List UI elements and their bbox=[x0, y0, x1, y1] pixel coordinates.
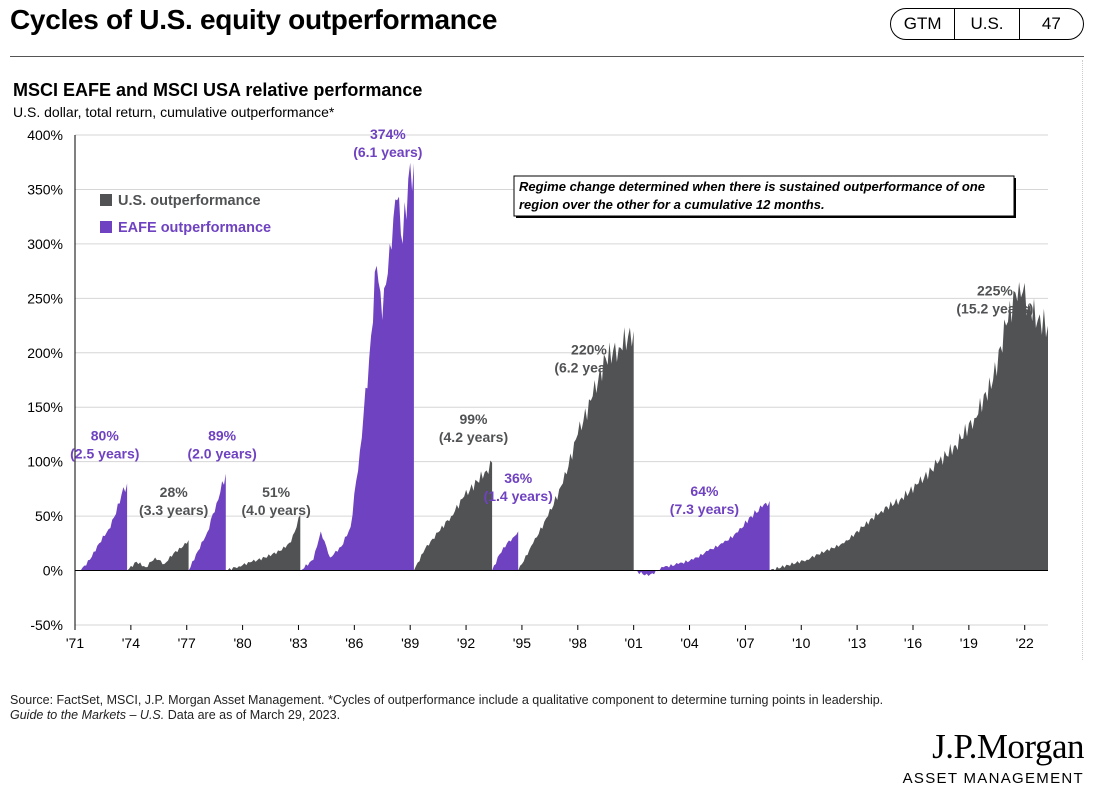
cycle-label-years: (6.1 years) bbox=[353, 144, 422, 160]
jpmorgan-logo: J.P.Morgan ASSET MANAGEMENT bbox=[900, 727, 1085, 788]
y-tick-label: 0% bbox=[43, 563, 63, 579]
guide-title: Guide to the Markets – U.S. bbox=[10, 708, 165, 722]
cycle-label-pct: 89% bbox=[208, 427, 237, 443]
edge-dotted-line bbox=[1082, 60, 1083, 660]
x-tick-label: '86 bbox=[345, 635, 363, 651]
us-outperformance-area bbox=[127, 540, 189, 571]
y-tick-label: 250% bbox=[27, 290, 63, 306]
logo-subtitle: ASSET MANAGEMENT bbox=[902, 770, 1084, 787]
legend-label: U.S. outperformance bbox=[118, 193, 261, 209]
eafe-outperformance-area bbox=[80, 483, 128, 571]
tag-gtm: GTM bbox=[891, 9, 956, 39]
cycle-label-years: (1.4 years) bbox=[484, 488, 553, 504]
cycle-label-pct: 51% bbox=[262, 484, 291, 500]
page-title: Cycles of U.S. equity outperformance bbox=[10, 4, 498, 35]
cycle-label-years: (2.5 years) bbox=[70, 445, 139, 461]
y-tick-label: -50% bbox=[30, 617, 63, 633]
note-box bbox=[513, 175, 1015, 217]
x-tick-label: '04 bbox=[680, 635, 698, 651]
cycle-label-years: (2.0 years) bbox=[187, 445, 256, 461]
cycle-label-pct: 36% bbox=[504, 470, 533, 486]
cycle-label-years: (4.0 years) bbox=[241, 502, 310, 518]
title-divider bbox=[10, 56, 1084, 57]
cycle-label-pct: 99% bbox=[459, 411, 488, 427]
logo-wordmark: J.P.Morgan bbox=[932, 727, 1084, 766]
legend-label: EAFE outperformance bbox=[118, 220, 271, 236]
y-tick-label: 350% bbox=[27, 181, 63, 197]
cycle-label-pct: 28% bbox=[160, 484, 189, 500]
cycle-label-years: (3.3 years) bbox=[139, 502, 208, 518]
cycle-label-pct: 225% bbox=[977, 283, 1013, 299]
x-tick-label: '01 bbox=[625, 635, 643, 651]
y-tick-label: 300% bbox=[27, 236, 63, 252]
eafe-outperformance-area bbox=[633, 500, 770, 576]
x-tick-label: '16 bbox=[904, 635, 922, 651]
y-tick-label: 50% bbox=[35, 508, 63, 524]
us-outperformance-area bbox=[413, 460, 493, 571]
x-tick-label: '89 bbox=[401, 635, 419, 651]
us-outperformance-area bbox=[518, 327, 634, 571]
y-tick-label: 100% bbox=[27, 454, 63, 470]
cycle-label-pct: 374% bbox=[370, 126, 406, 142]
cycle-label-years: (15.2 years) bbox=[956, 301, 1033, 317]
y-tick-label: 150% bbox=[27, 399, 63, 415]
x-tick-label: '22 bbox=[1016, 635, 1034, 651]
us-outperformance-area bbox=[769, 282, 1048, 571]
cycle-label-pct: 80% bbox=[91, 427, 120, 443]
eafe-outperformance-area bbox=[492, 531, 519, 571]
legend-swatch-us bbox=[100, 194, 112, 206]
cycle-label-years: (6.2 years) bbox=[554, 359, 623, 375]
source-text: Source: FactSet, MSCI, J.P. Morgan Asset… bbox=[10, 693, 884, 707]
chart-subtitle: U.S. dollar, total return, cumulative ou… bbox=[13, 104, 335, 120]
x-tick-label: '77 bbox=[178, 635, 196, 651]
x-tick-label: '98 bbox=[569, 635, 587, 651]
x-tick-label: '83 bbox=[289, 635, 307, 651]
cycle-label-years: (7.3 years) bbox=[670, 501, 739, 517]
x-tick-label: '19 bbox=[960, 635, 978, 651]
y-tick-label: 200% bbox=[27, 345, 63, 361]
legend-swatch-eafe bbox=[100, 221, 112, 233]
x-tick-label: '10 bbox=[792, 635, 810, 651]
x-tick-label: '71 bbox=[66, 635, 84, 651]
eafe-outperformance-area bbox=[300, 162, 414, 571]
source-footnote: Source: FactSet, MSCI, J.P. Morgan Asset… bbox=[10, 693, 930, 723]
x-tick-label: '80 bbox=[233, 635, 251, 651]
tag-page-number: 47 bbox=[1041, 14, 1061, 33]
x-tick-label: '07 bbox=[736, 635, 754, 651]
x-tick-label: '13 bbox=[848, 635, 866, 651]
cycle-label-pct: 220% bbox=[571, 341, 607, 357]
us-outperformance-area bbox=[225, 515, 301, 571]
x-tick-label: '95 bbox=[513, 635, 531, 651]
x-tick-label: '92 bbox=[457, 635, 475, 651]
note-text-line: Regime change determined when there is s… bbox=[519, 179, 985, 194]
x-tick-label: '74 bbox=[122, 635, 140, 651]
chart-title: MSCI EAFE and MSCI USA relative performa… bbox=[13, 80, 423, 100]
note-text-line: region over the other for a cumulative 1… bbox=[519, 197, 825, 212]
slide-tags: GTM U.S. 47 bbox=[890, 8, 1084, 40]
y-tick-label: 400% bbox=[27, 127, 63, 143]
tag-region: U.S. bbox=[955, 9, 1020, 39]
cycle-label-pct: 64% bbox=[690, 483, 719, 499]
cycle-label-years: (4.2 years) bbox=[439, 429, 508, 445]
eafe-outperformance-area bbox=[188, 473, 226, 571]
data-date-note: Data are as of March 29, 2023. bbox=[164, 708, 341, 722]
